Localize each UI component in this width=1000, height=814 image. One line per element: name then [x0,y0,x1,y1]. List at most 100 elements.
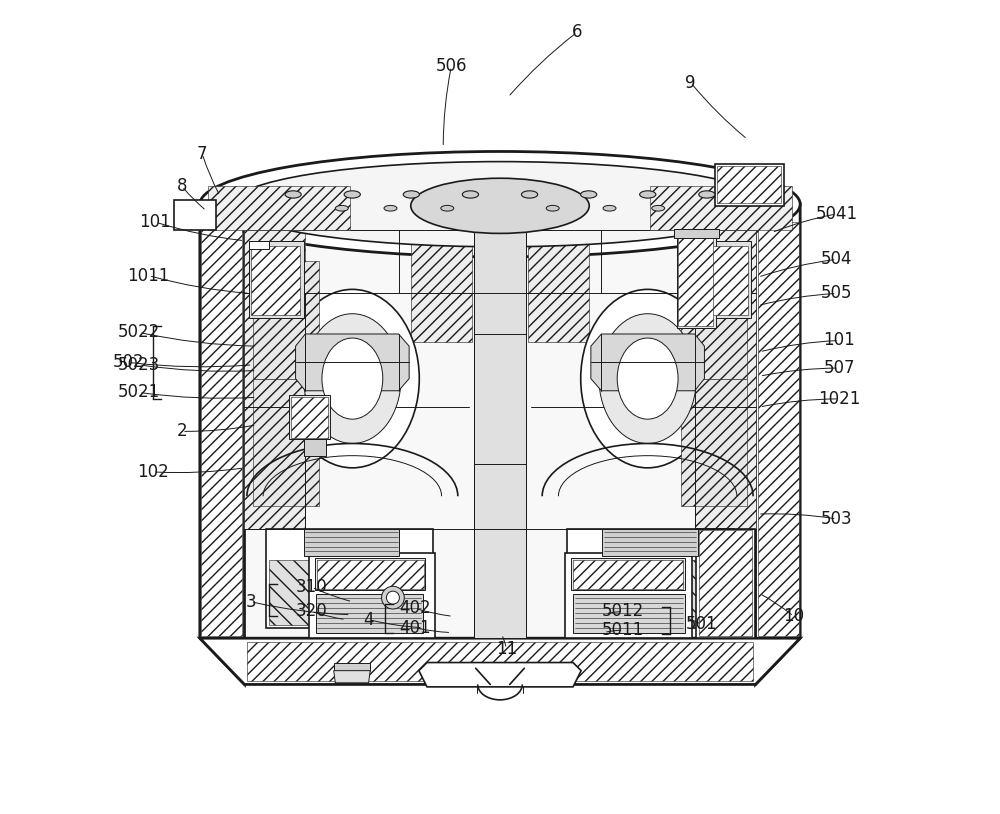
Ellipse shape [411,178,589,234]
Text: 1021: 1021 [818,390,860,408]
Polygon shape [715,164,784,206]
Text: 5012: 5012 [602,602,644,620]
Bar [247,642,753,681]
Text: 5022: 5022 [118,323,160,341]
Text: 504: 504 [821,251,852,269]
Bar [269,560,343,625]
Ellipse shape [462,190,479,198]
Text: 101: 101 [823,331,855,349]
Bar [696,241,751,317]
Bar [317,559,424,589]
Bar [249,241,304,317]
Bar [253,379,319,506]
Bar [266,528,433,628]
Text: 320: 320 [296,602,328,620]
Bar [316,593,423,632]
Bar [565,553,692,638]
Bar [315,558,425,590]
Bar [695,230,756,528]
Text: 4: 4 [363,610,374,628]
Bar [696,528,755,638]
Ellipse shape [285,289,419,468]
Polygon shape [334,663,370,671]
Text: 401: 401 [399,619,431,637]
Text: 503: 503 [821,510,852,528]
Text: 9: 9 [685,73,696,91]
Text: 5023: 5023 [118,356,160,374]
Ellipse shape [232,162,768,247]
Polygon shape [244,230,756,638]
Ellipse shape [599,313,696,444]
Bar [567,528,734,628]
Ellipse shape [200,151,800,257]
Text: 310: 310 [296,578,328,596]
Bar [474,230,526,638]
Bar [699,246,748,315]
Text: 6: 6 [572,24,582,42]
Polygon shape [334,671,370,683]
Ellipse shape [652,205,665,211]
Text: 507: 507 [823,359,855,377]
Ellipse shape [344,190,360,198]
Bar [304,440,326,456]
Ellipse shape [581,289,715,468]
Text: 102: 102 [137,463,169,481]
Bar [681,379,747,506]
Ellipse shape [581,190,597,198]
Ellipse shape [304,313,401,444]
Ellipse shape [546,205,559,211]
Text: 505: 505 [821,284,852,303]
Bar [650,186,792,230]
Bar [304,528,399,556]
Ellipse shape [285,190,301,198]
Ellipse shape [335,205,348,211]
Text: 10: 10 [783,607,804,625]
Bar [653,560,730,625]
Text: 501: 501 [685,615,717,633]
Text: 5011: 5011 [602,621,644,639]
Text: 402: 402 [399,599,431,617]
Text: 7: 7 [197,145,208,163]
Ellipse shape [386,591,399,604]
Text: 3: 3 [246,593,256,610]
Bar [309,553,435,638]
Bar [699,530,752,636]
Bar [244,230,305,528]
Polygon shape [200,204,244,685]
Bar [602,528,698,556]
Bar [251,246,300,315]
Bar [289,395,330,440]
Bar [571,558,685,590]
Ellipse shape [382,586,404,609]
Polygon shape [756,204,800,685]
Polygon shape [200,638,800,685]
Ellipse shape [521,190,538,198]
Bar [573,593,685,632]
Polygon shape [419,663,581,687]
Text: 8: 8 [177,177,187,195]
Polygon shape [174,200,216,230]
Text: 506: 506 [436,57,467,75]
Bar [758,222,799,636]
Text: 2: 2 [177,422,187,440]
Bar [717,166,781,204]
Ellipse shape [441,205,454,211]
Text: 101: 101 [139,213,171,231]
Text: 502: 502 [113,353,144,371]
Bar [678,233,713,326]
Bar [253,261,319,379]
Bar [411,230,472,342]
Ellipse shape [617,338,678,419]
Polygon shape [249,241,269,249]
Bar [674,229,719,239]
Bar [681,261,747,379]
Text: 5021: 5021 [118,383,160,401]
Polygon shape [296,334,409,391]
Ellipse shape [603,205,616,211]
Bar [677,230,716,327]
Polygon shape [591,334,704,391]
Bar [352,560,429,625]
Ellipse shape [322,338,383,419]
Ellipse shape [640,190,656,198]
Bar [201,222,242,636]
